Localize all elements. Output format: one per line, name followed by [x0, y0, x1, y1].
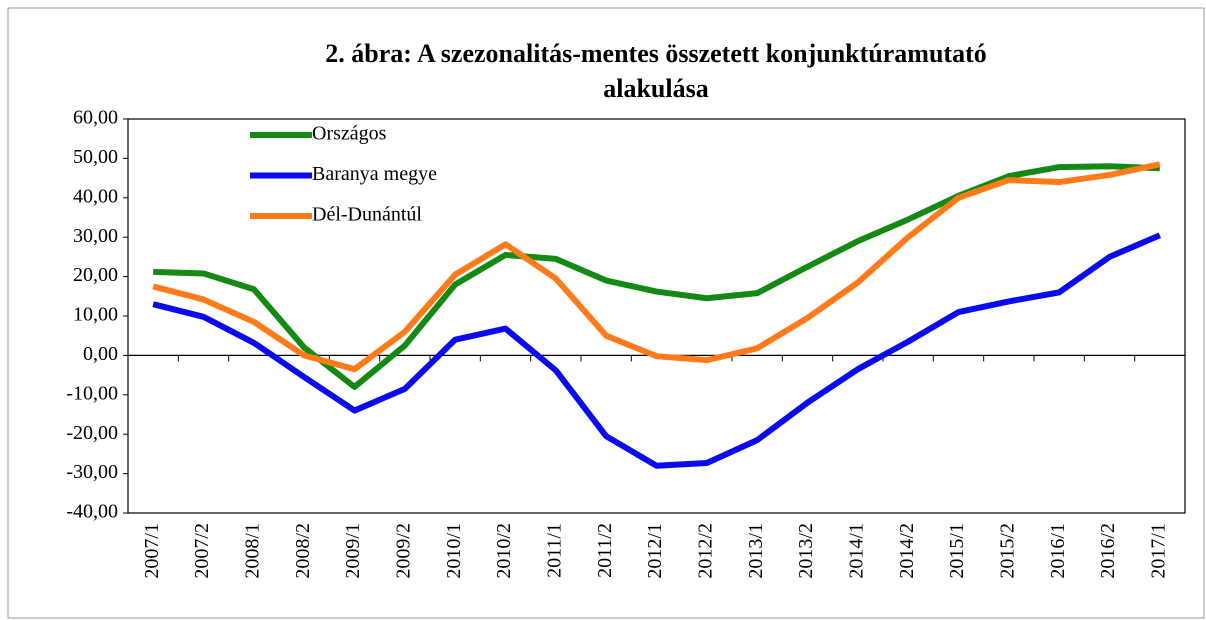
y-tick-label: 0,00 — [83, 343, 118, 365]
x-tick-label: 2007/1 — [141, 523, 163, 579]
y-tick-label: 20,00 — [73, 264, 118, 286]
x-tick-label: 2014/2 — [896, 523, 918, 579]
x-tick-label: 2015/2 — [996, 523, 1018, 579]
legend-label: Országos — [312, 123, 387, 145]
y-tick-label: 10,00 — [73, 304, 118, 326]
x-tick-label: 2011/2 — [594, 523, 616, 578]
y-tick-label: -20,00 — [66, 422, 118, 444]
y-tick-label: 30,00 — [73, 225, 118, 247]
x-tick-label: 2017/1 — [1147, 523, 1169, 579]
chart-title: 2. ábra: A szezonalitás-mentes összetett… — [325, 39, 987, 68]
x-tick-label: 2016/2 — [1097, 523, 1119, 579]
legend-label: Dél-Dunántúl — [312, 204, 422, 226]
x-tick-label: 2009/1 — [342, 523, 364, 579]
legend-label: Baranya megye — [312, 163, 437, 185]
chart-title: alakulása — [603, 74, 709, 103]
x-tick-label: 2009/2 — [392, 523, 414, 579]
x-tick-label: 2016/1 — [1047, 523, 1069, 579]
series-line — [152, 161, 1161, 373]
y-tick-label: 50,00 — [73, 146, 118, 168]
y-tick-label: 60,00 — [73, 107, 118, 129]
x-tick-label: 2008/1 — [241, 523, 263, 579]
x-tick-label: 2010/2 — [493, 523, 515, 579]
series-line — [152, 232, 1162, 469]
x-tick-label: 2013/1 — [745, 523, 767, 579]
y-tick-label: -10,00 — [66, 382, 118, 404]
y-tick-label: -40,00 — [66, 501, 118, 523]
x-tick-label: 2014/1 — [845, 523, 867, 579]
x-tick-label: 2013/2 — [795, 523, 817, 579]
y-tick-label: 40,00 — [73, 185, 118, 207]
x-tick-label: 2011/1 — [543, 523, 565, 578]
x-tick-label: 2015/1 — [946, 523, 968, 579]
chart-frame — [7, 7, 1205, 619]
x-tick-label: 2008/2 — [292, 523, 314, 579]
x-tick-label: 2012/1 — [644, 523, 666, 579]
x-tick-label: 2010/1 — [443, 523, 465, 579]
x-tick-label: 2012/2 — [694, 523, 716, 579]
x-tick-label: 2007/2 — [191, 523, 213, 579]
y-tick-label: -30,00 — [66, 461, 118, 483]
